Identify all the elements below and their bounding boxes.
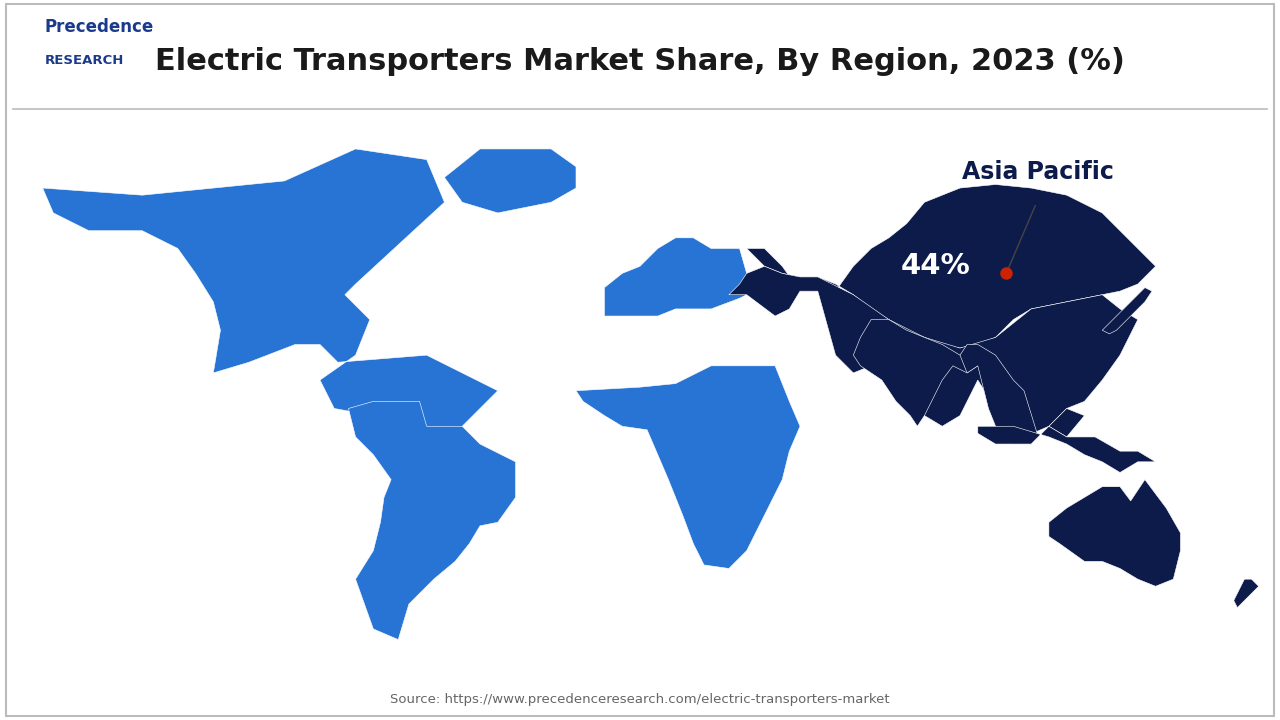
- Polygon shape: [604, 238, 764, 316]
- Text: Precedence: Precedence: [45, 18, 154, 36]
- Text: Source: https://www.precedenceresearch.com/electric-transporters-market: Source: https://www.precedenceresearch.c…: [390, 693, 890, 706]
- Polygon shape: [348, 401, 516, 639]
- Polygon shape: [1048, 480, 1180, 586]
- Polygon shape: [746, 184, 1156, 348]
- Text: 44%: 44%: [900, 252, 970, 280]
- Text: Electric Transporters Market Share, By Region, 2023 (%): Electric Transporters Market Share, By R…: [155, 47, 1125, 76]
- Polygon shape: [1234, 579, 1258, 608]
- Polygon shape: [854, 320, 978, 426]
- Polygon shape: [1102, 287, 1152, 334]
- Polygon shape: [42, 149, 498, 462]
- Polygon shape: [728, 266, 1138, 437]
- Polygon shape: [576, 366, 800, 569]
- Text: Asia Pacific: Asia Pacific: [963, 161, 1114, 184]
- Text: RESEARCH: RESEARCH: [45, 54, 124, 67]
- Polygon shape: [960, 344, 1084, 444]
- Polygon shape: [978, 426, 1156, 472]
- Polygon shape: [444, 149, 576, 213]
